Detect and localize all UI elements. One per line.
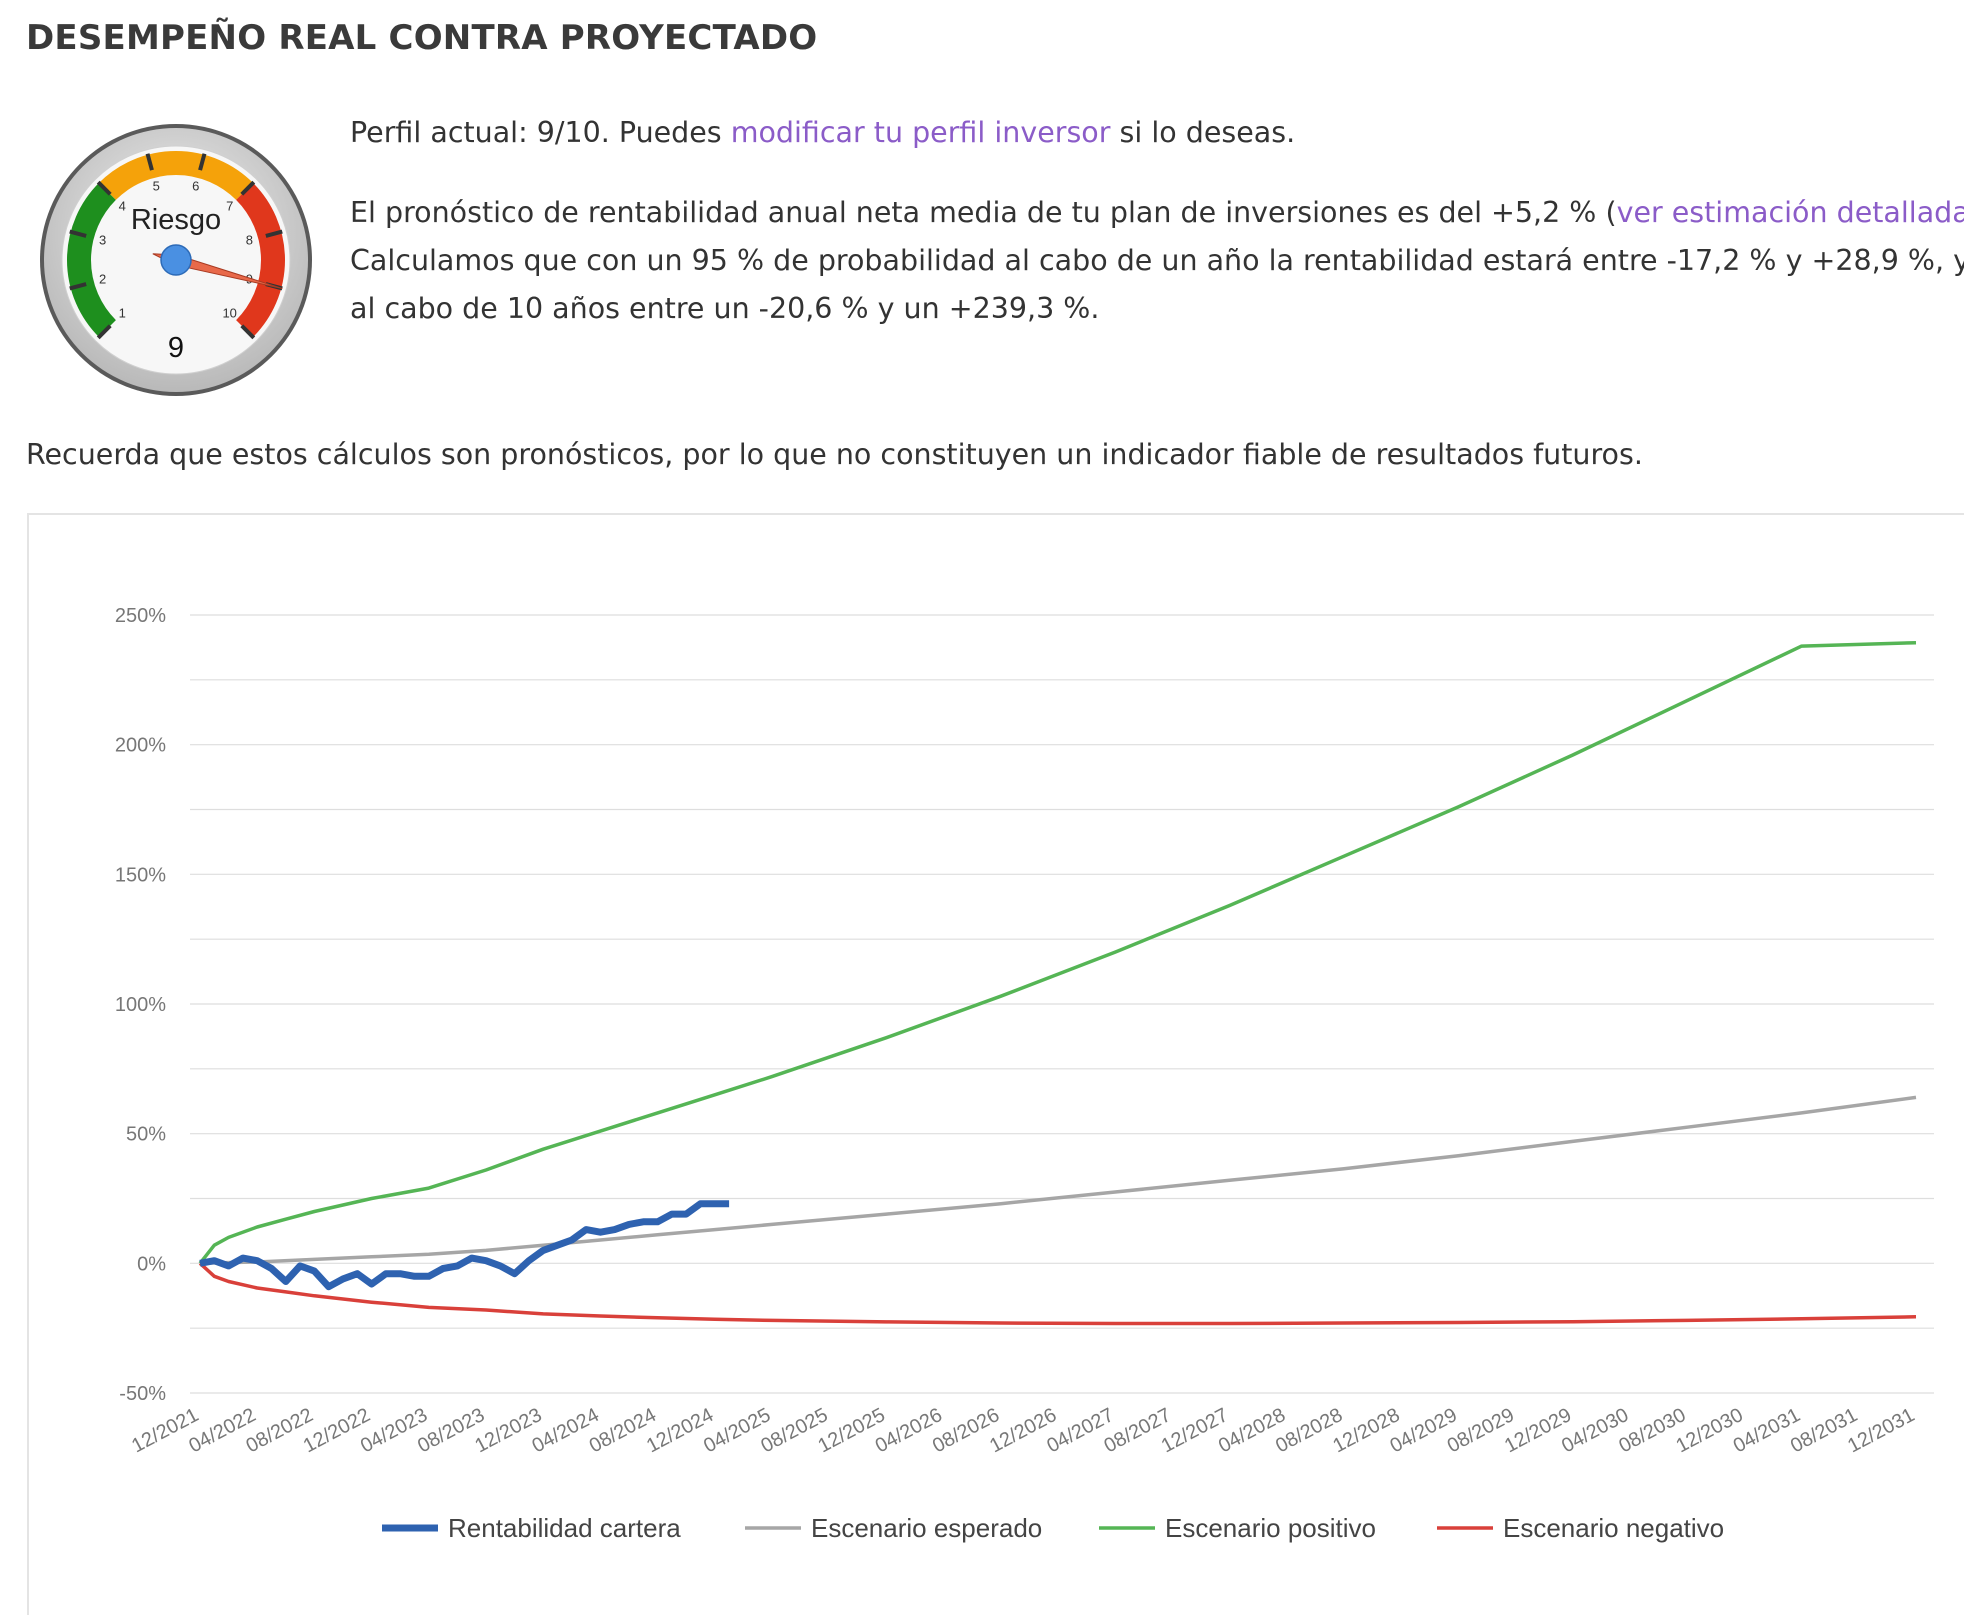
series-line-1 <box>199 1200 730 1291</box>
gauge-tick-label: 6 <box>192 179 199 194</box>
profile-prefix: Perfil actual: 9/10. Puedes <box>350 116 731 149</box>
gauge-value: 9 <box>168 332 184 364</box>
series-line-3 <box>198 640 1917 1265</box>
gauge-tick-label: 8 <box>246 232 253 247</box>
gauge-tick <box>198 153 207 171</box>
legend-label: Escenario negativo <box>1503 1513 1724 1543</box>
profile-suffix: si lo deseas. <box>1110 116 1296 149</box>
forecast-text: El pronóstico de rentabilidad anual neta… <box>350 189 1964 333</box>
forecast-line-2: Calculamos que con un 95 % de probabilid… <box>350 244 1964 277</box>
gauge-tick-label: 10 <box>222 306 236 321</box>
legend-item[interactable]: Rentabilidad cartera <box>382 1513 681 1543</box>
gauge-tick <box>69 282 87 291</box>
gauge-hub <box>160 244 192 276</box>
y-tick-label: 150% <box>115 864 166 886</box>
performance-chart: -50%0%50%100%150%200%250%12/202104/20220… <box>115 605 1934 1543</box>
gauge-tick-label: 7 <box>226 198 233 213</box>
y-tick-label: 0% <box>137 1253 166 1275</box>
y-tick-label: 50% <box>126 1124 166 1146</box>
series-line-2 <box>199 1095 1917 1266</box>
forecast-line-1: El pronóstico de rentabilidad anual neta… <box>350 189 1964 237</box>
y-tick-label: 200% <box>115 735 166 757</box>
page-title: DESEMPEÑO REAL CONTRA PROYECTADO <box>26 18 818 58</box>
x-tick-label: 12/2031 <box>1844 1404 1918 1457</box>
modify-profile-link[interactable]: modificar tu perfil inversor <box>730 116 1111 149</box>
gauge-tick <box>240 324 256 340</box>
gauge-tick-label: 4 <box>119 198 126 213</box>
gauge-zone-2 <box>98 151 254 201</box>
gauge-zone-3 <box>235 182 285 338</box>
legend-label: Rentabilidad cartera <box>448 1513 681 1543</box>
legend-item[interactable]: Escenario negativo <box>1437 1513 1724 1543</box>
gauge-zone-1 <box>67 182 117 338</box>
profile-text: Perfil actual: 9/10. Puedes modificar tu… <box>350 109 1295 157</box>
gauge-label: Riesgo <box>131 204 221 236</box>
legend-item[interactable]: Escenario positivo <box>1099 1513 1376 1543</box>
legend-item[interactable]: Escenario esperado <box>745 1513 1042 1543</box>
gauge-tick <box>96 324 112 340</box>
forecast-line-3: al cabo de 10 años entre un -20,6 % y un… <box>350 292 1100 325</box>
chart-panel: -50% 0% 50% 100% 150% 200% 250% 12/2021 04/2022 0… <box>27 513 1964 1615</box>
legend-label: Escenario positivo <box>1165 1513 1376 1543</box>
gauge-tick-label: 2 <box>99 272 106 287</box>
y-tick-label: 100% <box>115 994 166 1016</box>
disclaimer-text: Recuerda que estos cálculos son pronósti… <box>26 438 1643 471</box>
y-tick-label: 250% <box>115 605 166 627</box>
risk-gauge: 12345678910Riesgo9 <box>40 124 312 396</box>
gauge-tick <box>265 229 283 238</box>
gauge-tick-label: 3 <box>99 232 106 247</box>
gauge-tick-label: 1 <box>119 306 126 321</box>
gauge-tick <box>69 229 87 238</box>
gauge-tick-label: 5 <box>153 179 160 194</box>
gauge-tick <box>240 180 256 196</box>
legend-label: Escenario esperado <box>811 1513 1042 1543</box>
gauge-tick <box>96 180 112 196</box>
detailed-estimate-link[interactable]: ver estimación detallada <box>1616 196 1964 229</box>
y-tick-label: -50% <box>119 1383 166 1405</box>
forecast-line-1-prefix: El pronóstico de rentabilidad anual neta… <box>350 196 1617 229</box>
series-line-4 <box>198 1262 1917 1326</box>
gauge-tick <box>145 153 154 171</box>
